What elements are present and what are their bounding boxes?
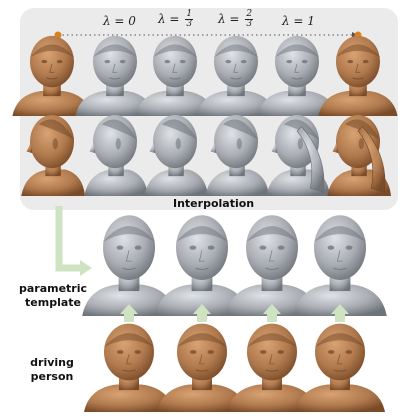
driving-head-2 [227,323,317,412]
driving-head-1 [157,323,247,412]
label-lambda-1: λ = 1 [282,14,315,28]
up-arrow-2 [263,304,281,322]
up-arrow-1 [193,304,211,322]
head-side-2 [144,114,208,196]
head-front-4 [257,35,337,116]
template-head-2 [225,215,319,316]
head-front-2 [135,35,215,116]
up-arrow-3 [331,304,349,322]
head-front-0 [12,35,92,116]
head-front-5 [318,35,398,116]
label-lambda-0: λ = 0 [103,14,136,28]
head-side-3 [205,114,269,196]
template-head-1 [155,215,249,316]
parametric-template-label: parametric template [18,282,88,309]
head-side-0 [21,114,85,196]
template-head-3 [293,215,387,316]
driving-head-0 [84,323,174,412]
driving-head-3 [295,323,385,412]
head-side-1 [84,114,148,196]
head-side-5 [327,114,391,196]
interpolation-title: Interpolation [173,197,255,210]
connector-arrow [55,206,82,272]
up-arrow-0 [120,304,138,322]
head-front-1 [75,35,155,116]
head-front-3 [196,35,276,116]
head-side-4 [266,114,330,196]
template-head-0 [82,215,176,316]
connector-arrowhead [80,260,92,276]
driving-person-label: driving person [30,356,74,383]
